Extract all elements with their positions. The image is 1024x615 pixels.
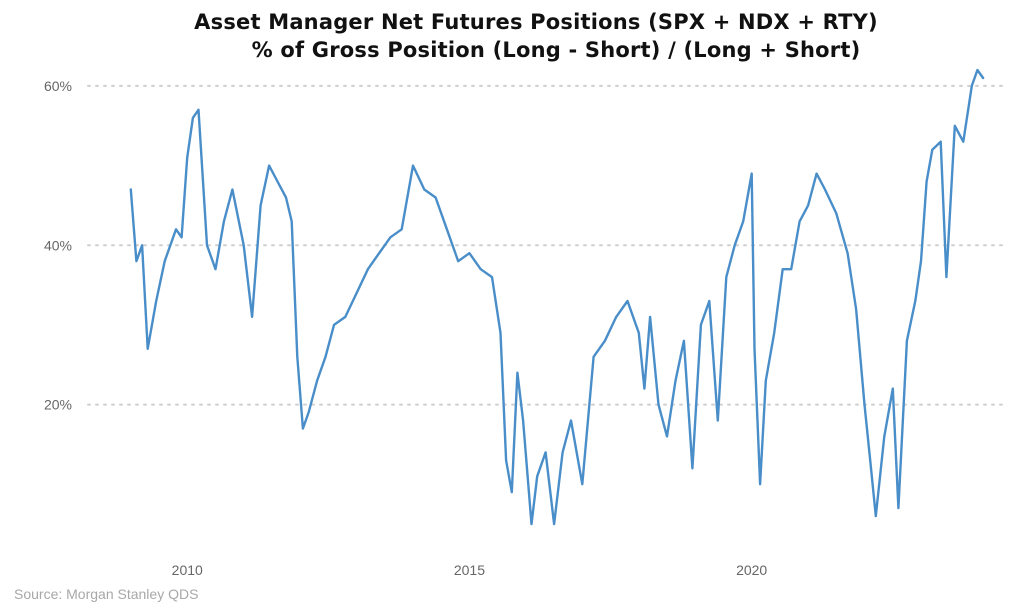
chart-title: Asset Manager Net Futures Positions (SPX… <box>194 10 878 34</box>
y-tick-label: 40% <box>44 237 72 253</box>
x-axis-ticks: 2010 2015 2020 <box>172 562 768 578</box>
chart-subtitle: % of Gross Position (Long - Short) / (Lo… <box>251 38 861 62</box>
y-tick-label: 20% <box>44 397 72 413</box>
x-tick-label: 2010 <box>172 562 203 578</box>
y-axis-ticks: 20% 40% 60% <box>44 78 72 413</box>
series-line <box>129 68 985 526</box>
x-tick-label: 2020 <box>736 562 767 578</box>
series-layer <box>129 68 985 526</box>
y-tick-label: 60% <box>44 78 72 94</box>
gridlines <box>87 84 1009 406</box>
source-note: Source: Morgan Stanley QDS <box>14 586 199 602</box>
x-tick-label: 2015 <box>454 562 485 578</box>
